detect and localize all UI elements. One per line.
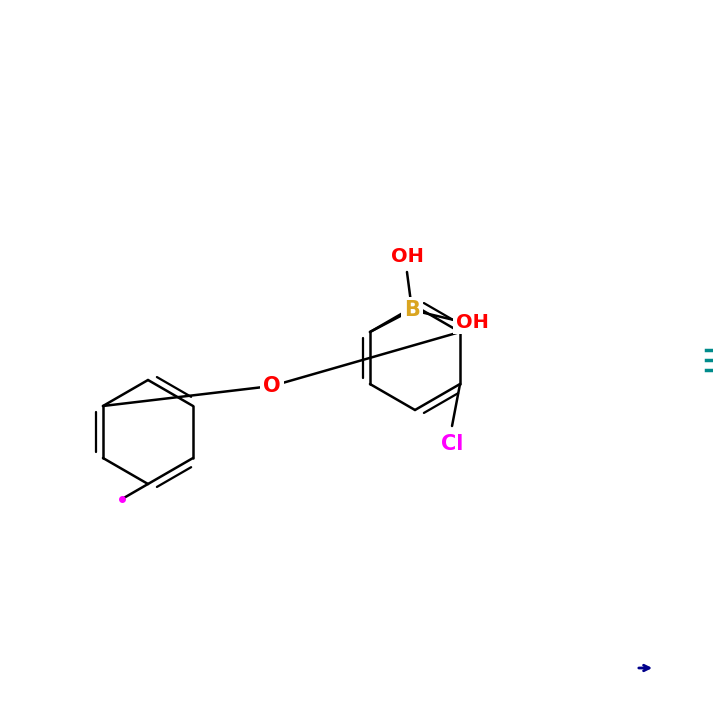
Text: O: O <box>263 376 281 396</box>
Text: OH: OH <box>456 313 488 332</box>
Text: Cl: Cl <box>441 434 463 454</box>
Text: B: B <box>404 300 420 320</box>
Text: OH: OH <box>391 248 424 266</box>
